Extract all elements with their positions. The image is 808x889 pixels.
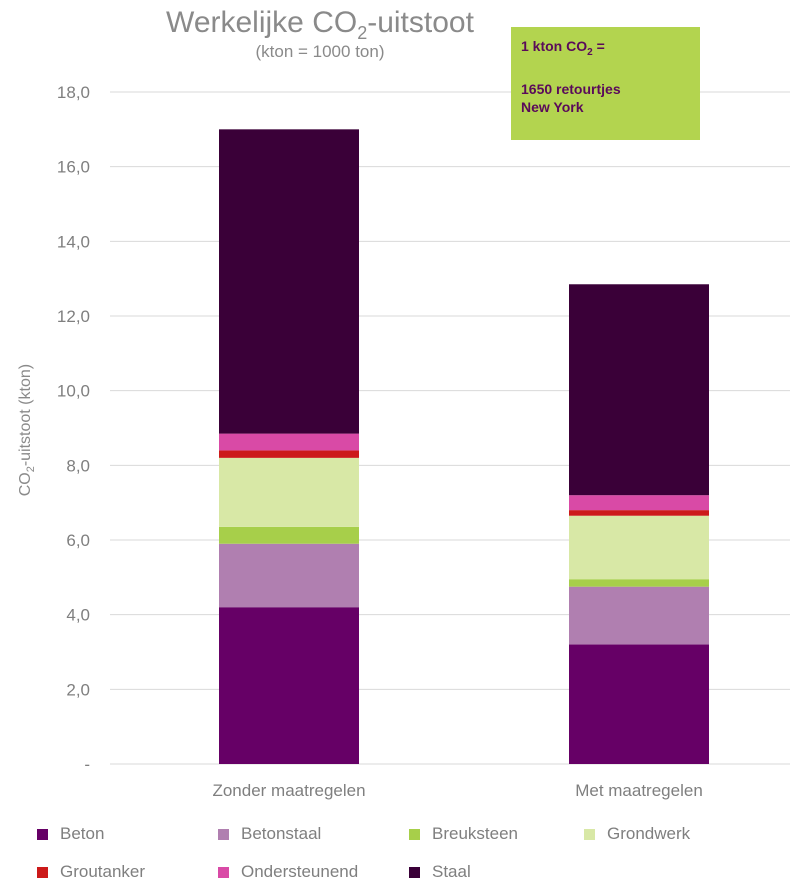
bar-segment-staal xyxy=(569,284,709,496)
y-tick-label: 2,0 xyxy=(66,680,90,699)
bar-segment-grondwerk xyxy=(569,515,709,580)
legend-label: Grondwerk xyxy=(607,824,691,843)
y-tick-label: 10,0 xyxy=(57,382,90,401)
legend-item-ondersteunend: Ondersteunend xyxy=(218,862,358,882)
y-tick-label: 6,0 xyxy=(66,531,90,550)
bar-segment-betonstaal xyxy=(219,543,359,608)
legend-item-grondwerk: Grondwerk xyxy=(584,824,690,844)
y-tick-label: 8,0 xyxy=(66,456,90,475)
info-note: 1 kton CO2 = 1650 retourtjes New York xyxy=(511,27,700,140)
note-text-suffix: = xyxy=(592,38,605,54)
title-subscript: 2 xyxy=(357,23,368,43)
bar-segment-staal xyxy=(219,129,359,434)
bar-segment-beton xyxy=(569,644,709,764)
legend-item-groutanker: Groutanker xyxy=(37,862,145,882)
bar-segment-breuksteen xyxy=(219,526,359,544)
bar-segment-groutanker xyxy=(219,450,359,458)
y-tick-label: 4,0 xyxy=(66,606,90,625)
legend-item-betonstaal: Betonstaal xyxy=(218,824,321,844)
legend-swatch xyxy=(37,866,48,878)
note-line-3: New York xyxy=(521,98,584,115)
legend-label: Ondersteunend xyxy=(241,862,359,881)
legend-item-breuksteen: Breuksteen xyxy=(409,824,518,844)
bar-segment-ondersteunend xyxy=(569,495,709,511)
bar-segment-beton xyxy=(219,607,359,764)
y-tick-label: 14,0 xyxy=(57,232,90,251)
note-text: 1 kton CO xyxy=(521,38,588,54)
y-tick-label: 12,0 xyxy=(57,307,90,326)
legend-label: Staal xyxy=(432,862,471,881)
legend-swatch xyxy=(409,866,420,878)
legend-label: Betonstaal xyxy=(241,824,322,843)
legend-swatch xyxy=(218,866,229,878)
bar-segment-ondersteunend xyxy=(219,433,359,451)
legend-label: Breuksteen xyxy=(432,824,518,843)
legend-swatch xyxy=(584,828,595,840)
legend-label: Beton xyxy=(60,824,105,843)
chart-title: Werkelijke CO2-uitstoot xyxy=(60,6,580,44)
legend-swatch xyxy=(409,828,420,840)
title-text-suffix: -uitstoot xyxy=(367,6,474,39)
x-tick-label: Met maatregelen xyxy=(575,781,703,800)
y-tick-label: 16,0 xyxy=(57,158,90,177)
bar-segment-breuksteen xyxy=(569,579,709,587)
bar-segment-grondwerk xyxy=(219,457,359,527)
legend-swatch xyxy=(37,828,48,840)
chart-subtitle: (kton = 1000 ton) xyxy=(255,42,385,61)
y-tick-label: - xyxy=(84,755,90,774)
note-subscript: 2 xyxy=(587,46,593,58)
bar-segment-betonstaal xyxy=(569,586,709,645)
x-tick-label: Zonder maatregelen xyxy=(212,781,365,800)
bar-segment-groutanker xyxy=(569,510,709,516)
title-text: Werkelijke CO xyxy=(166,6,358,39)
note-line-1: 1 kton CO2 = xyxy=(521,37,690,62)
legend-swatch xyxy=(218,828,229,840)
y-tick-label: 18,0 xyxy=(57,83,90,102)
legend-item-staal: Staal xyxy=(409,862,471,882)
legend-item-beton: Beton xyxy=(37,824,104,844)
legend-label: Groutanker xyxy=(60,862,146,881)
note-line-2: 1650 retourtjes xyxy=(521,80,621,97)
